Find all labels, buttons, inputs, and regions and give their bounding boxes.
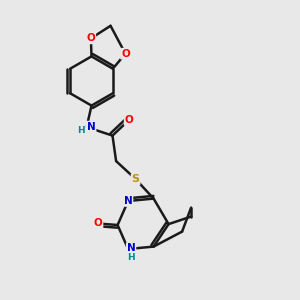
Text: O: O — [86, 33, 95, 43]
Text: H: H — [127, 254, 135, 262]
Text: N: N — [124, 196, 133, 206]
Text: S: S — [132, 174, 140, 184]
Text: O: O — [121, 49, 130, 59]
Text: H: H — [77, 126, 85, 135]
Text: N: N — [127, 243, 136, 254]
Text: O: O — [94, 218, 103, 229]
Text: O: O — [124, 115, 134, 125]
Text: N: N — [87, 122, 96, 132]
